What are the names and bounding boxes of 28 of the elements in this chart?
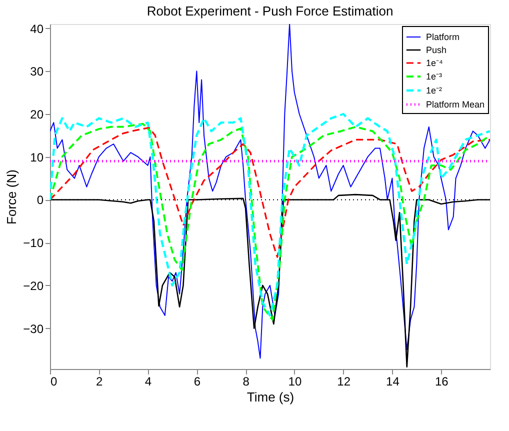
x-tick-label: 2: [96, 374, 104, 388]
line-series: [50, 126, 490, 258]
x-tick-label: 6: [194, 374, 201, 388]
y-tick-label: 10: [30, 150, 44, 164]
y-axis-title: Force (N): [4, 170, 20, 224]
x-tick-label: 0: [50, 374, 58, 388]
x-tick-label: 16: [434, 374, 449, 388]
y-tick-label: 40: [30, 22, 44, 36]
x-tick-label: 4: [144, 374, 152, 388]
x-axis-title: Time (s): [246, 390, 294, 404]
y-tick-label: 0: [36, 193, 44, 208]
legend-label: 1e⁻²: [426, 86, 442, 96]
x-tick-label: 10: [288, 374, 302, 388]
chart-title: Robot Experiment - Push Force Estimation: [146, 3, 394, 18]
legend-label: Platform: [426, 32, 460, 42]
legend-label: Push: [426, 45, 447, 55]
x-tick-label: 12: [337, 374, 351, 388]
y-tick-label: 30: [30, 64, 44, 79]
legend-label: 1e⁻⁴: [426, 58, 444, 68]
y-tick-label: −10: [23, 236, 44, 250]
y-tick-label: 20: [30, 108, 44, 122]
x-tick-label: 14: [386, 374, 400, 388]
line-series: [50, 24, 490, 359]
x-tick-label: 8: [242, 374, 250, 388]
y-tick-label: −30: [23, 322, 44, 336]
legend-label: Platform Mean: [426, 100, 485, 110]
y-tick-label: −20: [23, 278, 44, 293]
legend-label: 1e⁻³: [426, 72, 442, 82]
